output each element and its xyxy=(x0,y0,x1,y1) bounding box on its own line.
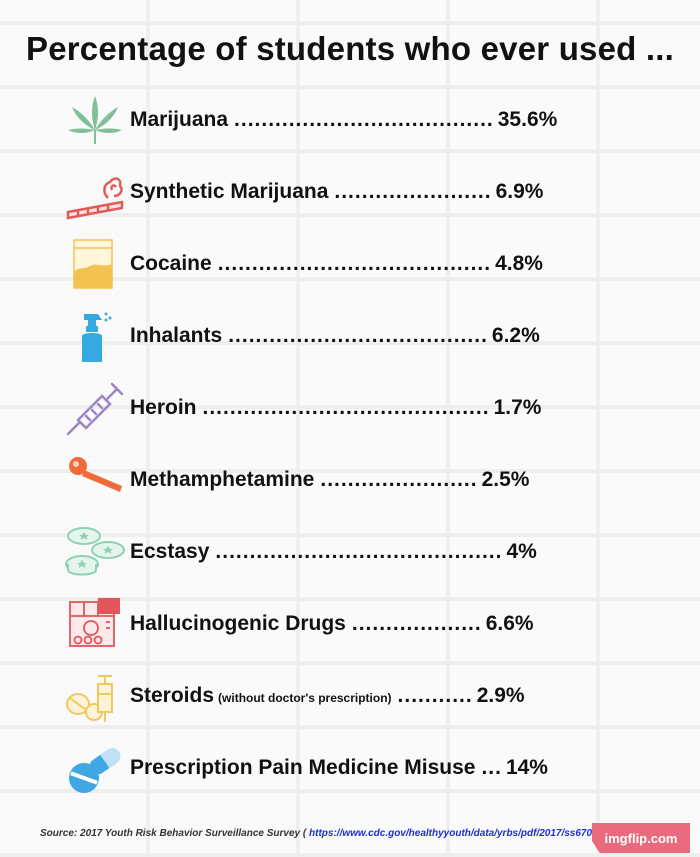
syringe-icon xyxy=(64,380,126,436)
leader-dots: ...................................... xyxy=(234,108,494,131)
leader-dots: ... xyxy=(481,756,502,779)
source-citation: Source: 2017 Youth Risk Behavior Surveil… xyxy=(40,828,622,839)
drug-percentage: 2.5% xyxy=(481,468,530,491)
leader-dots: ........... xyxy=(397,684,473,707)
leader-dots: ....................... xyxy=(334,180,492,203)
source-link[interactable]: https://www.cdc.gov/healthyyouth/data/yr… xyxy=(309,828,616,839)
list-item: Steroids (without doctor's prescription)… xyxy=(64,666,684,726)
leader-dots: ........................................… xyxy=(215,540,503,563)
list-item: Cocaine ................................… xyxy=(64,234,684,294)
drug-percentage: 4% xyxy=(506,540,537,563)
drug-percentage: 6.9% xyxy=(495,180,544,203)
drug-label: Marijuana xyxy=(130,108,229,131)
list-item: Ecstasy ................................… xyxy=(64,522,684,582)
drug-percentage: 6.2% xyxy=(491,324,540,347)
list-item: Heroin .................................… xyxy=(64,378,684,438)
drug-label: Ecstasy xyxy=(130,540,210,563)
joint-icon xyxy=(64,164,126,220)
page-title: Percentage of students who ever used ... xyxy=(25,30,674,67)
steroid-vial-icon xyxy=(64,668,126,724)
list-item: Synthetic Marijuana ....................… xyxy=(64,162,684,222)
drug-percentage: 35.6% xyxy=(497,108,558,131)
drug-percentage: 2.9% xyxy=(476,684,525,707)
drug-label: Methamphetamine xyxy=(130,468,315,491)
watermark-badge: imgflip.com xyxy=(592,823,690,853)
spray-bottle-icon xyxy=(64,308,126,364)
drug-label: Prescription Pain Medicine Misuse xyxy=(130,756,476,779)
drug-percentage: 6.6% xyxy=(485,612,534,635)
cannabis-leaf-icon xyxy=(64,92,126,148)
prescription-note: (without doctor's prescription) xyxy=(218,691,392,705)
drug-label: Inhalants xyxy=(130,324,223,347)
list-item: Inhalants ..............................… xyxy=(64,306,684,366)
list-item: Methamphetamine ....................... … xyxy=(64,450,684,510)
list-item: Prescription Pain Medicine Misuse ... 14… xyxy=(64,738,684,798)
drug-label: Steroids xyxy=(130,684,215,707)
drug-percentage: 1.7% xyxy=(493,396,542,419)
leader-dots: ........................................ xyxy=(217,252,492,275)
drug-label: Heroin xyxy=(130,396,197,419)
drug-label: Cocaine xyxy=(130,252,212,275)
list-item: Hallucinogenic Drugs ...................… xyxy=(64,594,684,654)
drug-label: Hallucinogenic Drugs xyxy=(130,612,346,635)
drug-label: Synthetic Marijuana xyxy=(130,180,329,203)
pills-icon xyxy=(64,524,126,580)
list-item: Marijuana ..............................… xyxy=(64,90,684,150)
leader-dots: ................... xyxy=(351,612,482,635)
leader-dots: ....................... xyxy=(320,468,478,491)
source-text: Source: 2017 Youth Risk Behavior Surveil… xyxy=(40,828,307,839)
leader-dots: ...................................... xyxy=(228,324,488,347)
drug-percentage: 14% xyxy=(505,756,548,779)
pipe-icon xyxy=(64,452,126,508)
blotter-icon xyxy=(64,596,126,652)
leader-dots: ........................................… xyxy=(202,396,490,419)
capsule-icon xyxy=(64,740,126,796)
powder-bag-icon xyxy=(64,236,126,292)
drug-percentage: 4.8% xyxy=(495,252,543,275)
